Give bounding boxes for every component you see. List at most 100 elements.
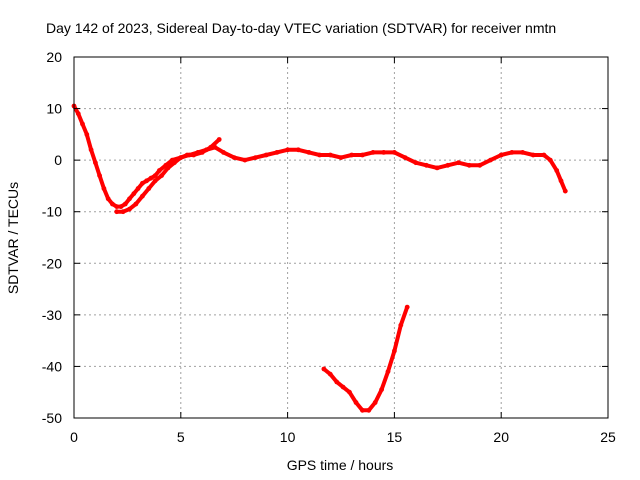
data-point (295, 147, 301, 153)
data-point (381, 150, 387, 155)
y-tick-label: 20 (46, 49, 62, 65)
data-point (347, 389, 352, 395)
data-point (274, 150, 280, 155)
data-point (424, 162, 429, 168)
data-point (509, 150, 515, 155)
axis-ticks: 0 5 10 15 20 25 -50 -40 -30 -20 -10 0 10 20 (42, 49, 616, 445)
data-point (242, 157, 248, 163)
data-point (340, 384, 346, 390)
data-point (541, 152, 547, 158)
data-point (75, 111, 81, 117)
data-point (84, 132, 90, 137)
data-point (114, 204, 120, 210)
x-tick-label: 15 (387, 429, 403, 445)
data-point (127, 196, 132, 202)
x-axis-label: GPS time / hours (287, 457, 394, 473)
data-point (216, 137, 222, 142)
data-point (101, 186, 107, 191)
data-point (434, 165, 440, 171)
data-point (178, 155, 184, 161)
x-tick-label: 25 (600, 429, 616, 445)
data-point (199, 150, 205, 155)
data-point (144, 178, 150, 184)
data-point (466, 162, 472, 168)
data-point (184, 152, 190, 158)
data-point (285, 147, 290, 153)
data-point (366, 407, 372, 413)
data-point (477, 162, 483, 168)
y-axis-label: SDTVAR / TECUs (5, 182, 21, 294)
data-point (122, 201, 128, 207)
data-point (152, 173, 158, 179)
x-tick-label: 5 (177, 429, 185, 445)
data-point (191, 152, 197, 158)
data-point (165, 165, 171, 171)
data-point (547, 157, 553, 163)
data-point (498, 152, 504, 158)
data-point (120, 209, 126, 215)
data-point (133, 201, 139, 207)
data-point (146, 186, 152, 191)
data-point (88, 147, 94, 153)
data-series (71, 103, 568, 413)
data-point (321, 366, 327, 372)
data-point (404, 304, 410, 310)
data-point (221, 150, 226, 155)
data-point (93, 160, 98, 166)
series-line-branch (114, 137, 222, 214)
data-point (392, 150, 397, 155)
data-point (338, 155, 344, 161)
data-point (327, 152, 333, 158)
data-point (208, 144, 214, 150)
x-tick-label: 10 (280, 429, 296, 445)
data-point (398, 322, 404, 328)
data-point (127, 206, 132, 212)
data-point (97, 173, 102, 179)
data-point (530, 152, 536, 158)
data-point (413, 160, 419, 166)
data-point (327, 371, 333, 377)
data-point (456, 160, 461, 166)
data-point (231, 155, 237, 161)
y-tick-label: -20 (42, 255, 62, 271)
data-point (385, 369, 391, 374)
data-point (379, 387, 384, 392)
x-tick-label: 20 (493, 429, 509, 445)
data-point (131, 191, 137, 197)
data-point (140, 180, 145, 186)
data-point (562, 188, 568, 194)
data-point (140, 193, 145, 199)
y-tick-label: -30 (42, 307, 62, 323)
data-point (157, 168, 162, 173)
data-point (392, 348, 397, 354)
data-point (172, 160, 177, 166)
data-point (148, 175, 154, 181)
data-point (558, 178, 564, 184)
data-point (110, 201, 115, 207)
plot-frame (73, 56, 609, 419)
data-point (152, 178, 158, 184)
y-tick-label: -50 (42, 410, 62, 426)
data-point (263, 152, 269, 158)
data-point (554, 168, 560, 173)
data-point (372, 400, 378, 405)
data-point (520, 150, 525, 155)
data-point (118, 204, 124, 210)
data-point (80, 121, 85, 127)
chart-title: Day 142 of 2023, Sidereal Day-to-day VTE… (46, 20, 556, 36)
data-point (159, 173, 165, 179)
data-point (253, 155, 258, 161)
data-point (306, 150, 312, 155)
data-point (360, 407, 365, 413)
data-point (135, 186, 141, 191)
data-point (488, 157, 493, 163)
grid-lines (74, 57, 608, 418)
data-point (317, 152, 322, 158)
data-point (360, 152, 365, 158)
x-tick-label: 0 (70, 429, 78, 445)
data-point (105, 196, 111, 202)
data-point (114, 209, 120, 215)
y-tick-label: 0 (54, 152, 62, 168)
data-point (349, 152, 355, 158)
